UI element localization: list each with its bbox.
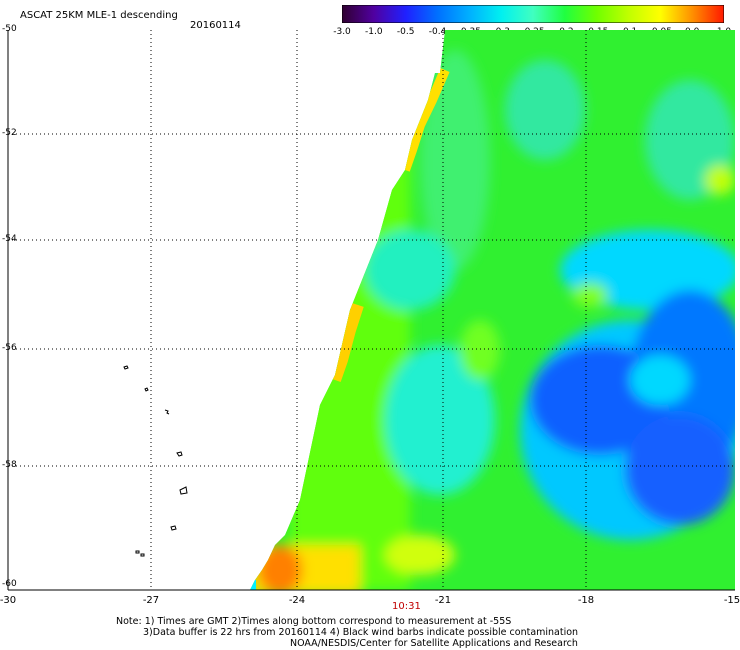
longitude-label: -24 <box>288 595 306 606</box>
longitude-label: -15 <box>723 595 740 606</box>
latitude-label: -52 <box>2 128 17 138</box>
colorbar-gradient <box>342 5 724 23</box>
latitude-label: -58 <box>2 460 17 470</box>
latitude-label: -54 <box>2 234 17 244</box>
note-line-3: NOAA/NESDIS/Center for Satellite Applica… <box>290 638 578 649</box>
colorbar-label: -3.0 <box>333 27 351 37</box>
latitude-label: -60 <box>2 579 17 589</box>
latitude-label: -50 <box>2 24 17 34</box>
latitude-label: -56 <box>2 343 17 353</box>
note-line-1: Note: 1) Times are GMT 2)Times along bot… <box>116 616 512 627</box>
swath-field <box>250 30 735 590</box>
longitude-label: -18 <box>577 595 595 606</box>
longitude-label: -21 <box>434 595 452 606</box>
colorbar <box>342 5 724 23</box>
graticule <box>8 30 735 590</box>
island-outlines <box>123 365 188 557</box>
colorbar-label: -0.4 <box>428 27 447 37</box>
colorbar-label: -1.0 <box>365 27 383 37</box>
longitude-label: -30 <box>0 595 17 606</box>
product-date: 20160114 <box>190 20 241 31</box>
longitude-label: -27 <box>142 595 160 606</box>
pass-time-label: 10:31 <box>392 601 421 612</box>
note-line-2: 3)Data buffer is 22 hrs from 20160114 4)… <box>143 627 579 638</box>
colorbar-label: -0.5 <box>396 27 415 37</box>
product-title: ASCAT 25KM MLE-1 descending <box>20 10 178 21</box>
